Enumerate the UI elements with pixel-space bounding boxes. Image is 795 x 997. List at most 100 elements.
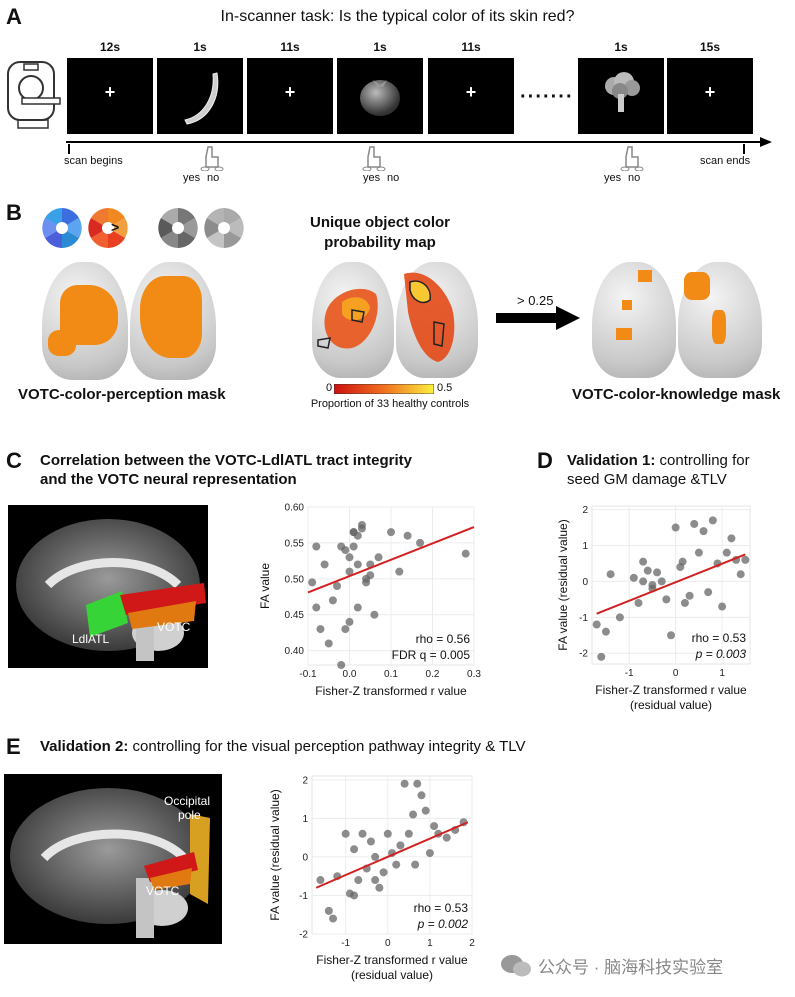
data-point	[690, 519, 699, 528]
y-tick-label: -1	[579, 613, 588, 624]
probability-map-title: Unique object color probability map	[280, 213, 480, 253]
fixation-cross: +	[465, 82, 477, 102]
occipital-label-line1: Occipital	[164, 794, 211, 808]
data-point	[312, 603, 321, 612]
wechat-icon	[501, 954, 531, 976]
x-tick-label: -1	[625, 668, 634, 679]
tomato-image	[360, 80, 400, 116]
duration-label: 11s	[461, 40, 481, 54]
panel-d-title: Validation 1: controlling for seed GM da…	[567, 451, 750, 489]
panel-b-letter: B	[6, 200, 22, 225]
x-tick-label: 0.2	[426, 669, 440, 680]
y-tick-label: 2	[582, 505, 588, 516]
panel-e-title-bold: Validation 2:	[40, 738, 129, 755]
regression-line	[307, 526, 475, 594]
data-point	[366, 837, 375, 846]
data-point	[592, 620, 601, 629]
y-tick-label: -1	[299, 891, 308, 902]
brain-left-hemisphere	[592, 262, 676, 378]
data-point	[430, 822, 439, 831]
color-wheel-contrast-icon	[42, 208, 244, 248]
data-point	[653, 568, 662, 577]
x-tick-label: 0.3	[467, 669, 481, 680]
fixation-cross: +	[704, 82, 716, 102]
trial-ellipsis: ·······	[520, 86, 574, 108]
data-point	[354, 876, 363, 885]
data-point	[308, 578, 317, 587]
occipital-label-line2: pole	[178, 808, 201, 822]
knowledge-mask-region	[684, 272, 710, 300]
data-point	[329, 914, 338, 923]
button-press-hand-icon	[200, 146, 224, 171]
panel-d-title-rest: controlling for	[655, 452, 750, 469]
data-point	[345, 617, 354, 626]
x-tick-label: 0	[385, 938, 391, 949]
perception-mask-region	[140, 276, 202, 358]
x-tick-label: 1	[427, 938, 433, 949]
regression-line	[315, 821, 469, 889]
scale-caption: Proportion of 33 healthy controls	[310, 398, 470, 410]
knowledge-mask-region	[638, 270, 652, 282]
response-no-label: no	[387, 172, 400, 184]
data-point	[341, 829, 350, 838]
data-point	[671, 523, 680, 532]
button-press-hand-icon	[620, 146, 644, 171]
regression-line	[596, 553, 746, 615]
stimulus-frame-broccoli	[578, 58, 664, 134]
y-tick-label: 0.40	[285, 646, 305, 657]
data-point	[461, 549, 470, 558]
banana-image	[184, 72, 219, 125]
data-point	[597, 652, 606, 661]
duration-label: 1s	[193, 40, 207, 54]
data-point	[316, 876, 325, 885]
annotation-p: FDR q = 0.005	[392, 648, 471, 662]
data-point	[699, 527, 708, 536]
stimulus-frame-tomato	[337, 58, 423, 134]
data-point	[416, 538, 425, 547]
fixation-cross: +	[104, 82, 116, 102]
data-point	[727, 534, 736, 543]
y-tick-label: 0	[582, 577, 588, 588]
response-no-label: no	[628, 172, 641, 184]
data-point	[395, 567, 404, 576]
data-point	[718, 602, 727, 611]
data-point	[411, 860, 420, 869]
annotation-rho: rho = 0.53	[692, 631, 747, 645]
fixation-frame: +	[67, 58, 153, 134]
data-point	[396, 841, 405, 850]
annotation-p: p = 0.003	[695, 647, 747, 661]
wheel-compare-symbol: >	[111, 219, 120, 235]
ldlatl-label: LdlATL	[72, 632, 110, 646]
sagittal-slice-image	[10, 788, 210, 938]
mri-scanner-icon	[7, 61, 61, 129]
data-point	[639, 577, 648, 586]
data-point	[341, 546, 350, 555]
button-press-hand-icon	[362, 146, 386, 171]
timeline-arrow	[66, 137, 772, 154]
annotation-rho: rho = 0.56	[416, 632, 471, 646]
annotation-p: p = 0.002	[417, 917, 469, 931]
panel-d-letter: D	[537, 448, 553, 473]
data-point	[333, 582, 342, 590]
knowledge-mask-region	[616, 328, 632, 340]
data-point	[350, 891, 359, 900]
fixation-cross: +	[284, 82, 296, 102]
duration-label: 12s	[99, 40, 121, 54]
perception-mask-region	[48, 330, 76, 356]
brain-mri-sagittal-e	[4, 774, 222, 944]
data-point	[741, 555, 750, 564]
data-point	[366, 571, 375, 580]
data-point	[421, 806, 430, 815]
data-point	[708, 516, 717, 525]
data-point	[383, 829, 392, 838]
knowledge-mask-label: VOTC-color-knowledge mask	[572, 386, 781, 403]
probability-map-title-line1: Unique object color	[309, 214, 450, 231]
y-tick-label: 2	[302, 775, 308, 786]
duration-label: 1s	[373, 40, 387, 54]
response-no-label: no	[207, 172, 220, 184]
panel-e-letter: E	[6, 734, 21, 759]
x-axis-label-line2: (residual value)	[630, 698, 712, 712]
data-point	[312, 542, 321, 551]
data-point	[349, 542, 358, 551]
panel-c-title-line1: Correlation between the VOTC-LdlATL trac…	[40, 452, 412, 469]
